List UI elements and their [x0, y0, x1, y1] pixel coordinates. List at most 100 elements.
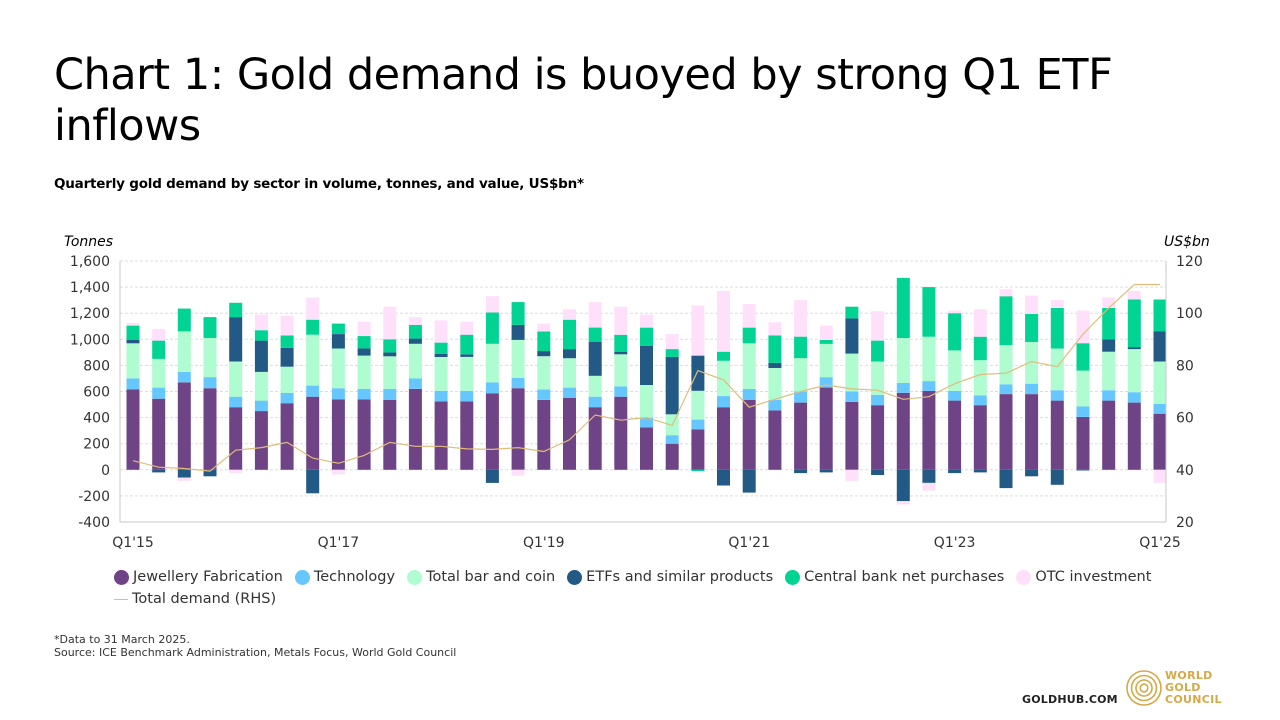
bar-segment-etfs-and-similar-products [1076, 469, 1090, 471]
bar-segment-otc-investment [306, 297, 320, 320]
goldhub-link[interactable]: GOLDHUB.COM [1022, 693, 1118, 706]
bar-segment-etfs-and-similar-products [537, 351, 551, 357]
bar-segment-central-bank-net-purchases [1050, 308, 1064, 349]
bar-segment-jewellery-fabrication [1127, 402, 1141, 470]
legend-label: Technology [313, 569, 396, 585]
bar-segment-otc-investment [845, 469, 859, 481]
bar-segment-etfs-and-similar-products [819, 469, 833, 473]
bar-segment-jewellery-fabrication [434, 401, 448, 470]
bar-stack [948, 310, 962, 474]
bar-stack [691, 305, 705, 472]
bar-segment-jewellery-fabrication [152, 398, 166, 470]
right-axis-tick-label: 40 [1176, 463, 1194, 479]
bar-segment-jewellery-fabrication [485, 393, 499, 470]
bar-segment-central-bank-net-purchases [408, 324, 422, 339]
right-axis-tick-label: 80 [1176, 358, 1194, 374]
bar-segment-total-bar-and-coin [614, 354, 628, 387]
legend-item-otc[interactable]: OTC investment [1016, 569, 1151, 585]
bar-stack [408, 317, 422, 470]
bar-segment-technology [794, 391, 808, 403]
bar-segment-otc-investment [254, 314, 268, 331]
legend-item-bar-and-coin[interactable]: Total bar and coin [407, 569, 555, 585]
bar-segment-central-bank-net-purchases [973, 336, 987, 361]
left-axis-tick-label: 1,000 [70, 332, 110, 348]
bar-segment-central-bank-net-purchases [460, 334, 474, 355]
bar-segment-etfs-and-similar-products [460, 354, 474, 357]
bar-segment-technology [1102, 390, 1116, 401]
bar-segment-jewellery-fabrication [408, 388, 422, 470]
bar-segment-technology [742, 388, 756, 400]
bar-segment-total-bar-and-coin [1102, 351, 1116, 391]
bar-segment-jewellery-fabrication [1050, 400, 1064, 470]
bar-segment-jewellery-fabrication [1076, 416, 1090, 470]
bar-segment-otc-investment [640, 314, 653, 328]
total-demand-line [132, 283, 1160, 472]
bar-segment-total-bar-and-coin [717, 360, 730, 396]
left-axis-tick-label: 800 [83, 358, 110, 374]
legend-item-total-demand[interactable]: Total demand (RHS) [114, 591, 276, 607]
left-axis-tick-label: -200 [78, 489, 110, 505]
x-axis-tick-label: Q1'23 [934, 535, 976, 551]
bar-segment-etfs-and-similar-products [717, 469, 730, 486]
bar-segment-jewellery-fabrication [948, 400, 962, 470]
bar-segment-jewellery-fabrication [717, 407, 730, 470]
bar-segment-otc-investment [691, 305, 705, 356]
legend-item-jewellery[interactable]: Jewellery Fabrication [114, 569, 283, 585]
bar-segment-otc-investment [1050, 300, 1064, 308]
bar-segment-jewellery-fabrication [280, 403, 294, 470]
bar-stack [614, 306, 628, 470]
bar-segment-jewellery-fabrication [922, 390, 936, 470]
bar-segment-central-bank-net-purchases [537, 331, 551, 352]
bar-segment-central-bank-net-purchases [1102, 308, 1116, 340]
bar-segment-jewellery-fabrication [460, 401, 474, 470]
bar-segment-etfs-and-similar-products [691, 355, 705, 391]
bar-stack [871, 311, 885, 475]
bar-segment-central-bank-net-purchases [742, 327, 756, 344]
legend-label: ETFs and similar products [586, 569, 774, 585]
bar-segment-central-bank-net-purchases [383, 339, 397, 353]
bar-segment-etfs-and-similar-products [1050, 469, 1064, 485]
bar-stack [768, 322, 782, 470]
bar-stack [126, 323, 140, 470]
left-axis-ticks: 1,600 1,400 1,200 1,000 800 600 400 200 0 -200 -40… [70, 254, 110, 531]
bar-segment-otc-investment [948, 310, 962, 314]
bar-stack [485, 296, 499, 483]
bar-segment-etfs-and-similar-products [614, 351, 628, 355]
bar-segment-jewellery-fabrication [177, 382, 191, 470]
legend-dot-icon [294, 569, 310, 585]
legend-item-central-bank[interactable]: Central bank net purchases [785, 569, 1004, 585]
bar-segment-central-bank-net-purchases [640, 327, 653, 346]
bar-segment-etfs-and-similar-products [1153, 331, 1167, 362]
bar-segment-technology [819, 377, 833, 388]
bar-segment-total-bar-and-coin [1127, 349, 1141, 393]
bar-segment-central-bank-net-purchases [845, 306, 859, 319]
legend-item-technology[interactable]: Technology [294, 569, 396, 585]
bar-segment-total-bar-and-coin [819, 343, 833, 378]
bar-segment-total-bar-and-coin [280, 366, 294, 393]
bar-segment-technology [948, 390, 962, 401]
bar-stack [896, 278, 910, 505]
bar-segment-total-bar-and-coin [331, 348, 345, 389]
bar-segment-technology [460, 390, 474, 402]
bar-segment-total-bar-and-coin [742, 343, 756, 389]
bar-segment-total-bar-and-coin [203, 338, 217, 378]
left-axis-tick-label: 1,600 [70, 254, 110, 270]
bar-segment-etfs-and-similar-products [331, 334, 345, 349]
bar-segment-etfs-and-similar-products [203, 469, 217, 477]
logo-wordmark: WORLD GOLD COUNCIL [1165, 670, 1222, 706]
bar-segment-jewellery-fabrication [203, 388, 217, 470]
bar-segment-jewellery-fabrication [742, 400, 756, 470]
bar-segment-otc-investment [717, 291, 730, 352]
bar-segment-technology [537, 389, 551, 400]
bar-segment-jewellery-fabrication [1102, 400, 1116, 470]
right-axis-tick-label: 120 [1176, 254, 1203, 270]
bar-segment-technology [896, 383, 910, 393]
logo-line: GOLD [1165, 681, 1201, 694]
bar-segment-otc-investment [742, 304, 756, 328]
bar-segment-jewellery-fabrication [794, 402, 808, 470]
bar-segment-central-bank-net-purchases [203, 317, 217, 338]
bar-segment-otc-investment [1102, 297, 1116, 308]
bar-segment-otc-investment [357, 321, 371, 337]
legend-item-etfs[interactable]: ETFs and similar products [567, 569, 773, 585]
bar-stack [819, 325, 833, 473]
